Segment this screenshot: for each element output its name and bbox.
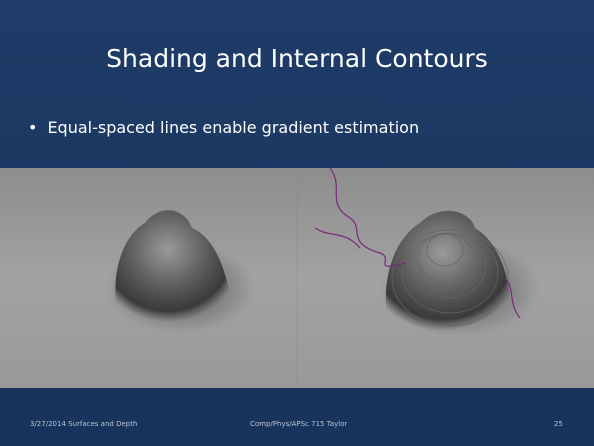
footer-course: Comp/Phys/APSc 715 Taylor — [250, 420, 347, 428]
page-number: 25 — [554, 420, 563, 428]
footer-left: 3/27/2014 Surfaces and Depth — [30, 420, 137, 428]
footer-topic: Surfaces and Depth — [68, 420, 137, 428]
slide: Shading and Internal Contours •Equal-spa… — [0, 0, 594, 446]
footer-date: 3/27/2014 — [30, 420, 66, 428]
terrain-image — [0, 168, 594, 388]
slide-title: Shading and Internal Contours — [0, 44, 594, 73]
bullet: •Equal-spaced lines enable gradient esti… — [28, 118, 419, 137]
bullet-text: Equal-spaced lines enable gradient estim… — [47, 118, 419, 137]
